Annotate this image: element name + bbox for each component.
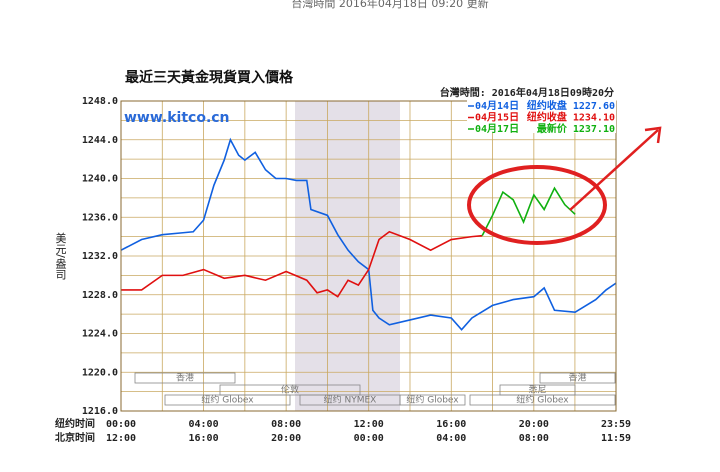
x2-tick-label: 12:00: [106, 433, 136, 444]
x2-tick-label: 20:00: [271, 433, 301, 444]
x2-axis-label: 北京时间: [55, 431, 95, 444]
series-line: [120, 137, 617, 331]
x-axis-label: 纽约时间: [55, 417, 95, 430]
y-tick-label: 1236.0: [82, 212, 118, 223]
session-label: 香港: [176, 372, 194, 384]
x-tick-label: 04:00: [189, 419, 219, 430]
x-tick-label: 00:00: [106, 419, 136, 430]
y-axis-label: 美元/盎司: [54, 232, 67, 280]
session-label: 悉尼: [528, 384, 546, 396]
y-tick-label: 1232.0: [82, 251, 118, 262]
y-tick-label: 1220.0: [82, 367, 118, 378]
series-line: [121, 230, 483, 298]
x2-tick-label: 16:00: [189, 433, 219, 444]
x-tick-label: 08:00: [271, 419, 301, 430]
y-tick-label: 1240.0: [82, 174, 118, 185]
watermark: www.kitco.cn: [124, 110, 230, 126]
legend-note: 最新价 1237.10: [537, 122, 615, 135]
arrow-shaft: [569, 129, 659, 211]
x-tick-label: 20:00: [519, 419, 549, 430]
y-tick-label: 1248.0: [82, 96, 118, 107]
timestamp: 台灣時間: 2016年04月18日09時20分: [440, 86, 614, 99]
plot-frame: [120, 100, 617, 412]
legend-note: 纽约收盘 1227.60: [527, 99, 615, 112]
legend-note: 纽约收盘 1234.10: [527, 111, 615, 124]
x-tick-label: 23:59: [601, 419, 631, 430]
session-bar: [134, 372, 236, 384]
x-tick-label: 16:00: [436, 419, 466, 430]
session-label: 纽约 Globex: [201, 394, 254, 406]
session-label: 香港: [568, 372, 586, 384]
x2-tick-label: 11:59: [601, 433, 631, 444]
chart-title: 最近三天黃金現貨買入價格: [125, 69, 294, 86]
legend-name: 04月14日: [475, 100, 519, 112]
update-caption: 台灣時間 2016年04月18日 09:20 更新: [291, 0, 488, 10]
x2-tick-label: 08:00: [519, 433, 549, 444]
legend: 04月14日 纽约收盘 1227.60 04月15日 纽约收盘 1234.10 04月1…: [468, 99, 615, 135]
legend-name: 04月17日: [475, 123, 519, 135]
x2-tick-label: 04:00: [436, 433, 466, 444]
session-bar: [399, 394, 466, 406]
y-tick-label: 1228.0: [82, 290, 118, 301]
session-label: 纽约 Globex: [406, 394, 459, 406]
session-label: 伦敦: [281, 384, 299, 396]
x-tick-label: 12:00: [354, 419, 384, 430]
session-bar: [539, 372, 616, 384]
session-bar: [469, 394, 616, 406]
y-tick-label: 1224.0: [82, 329, 118, 340]
y-tick-label: 1244.0: [82, 135, 118, 146]
legend-box: [467, 99, 616, 133]
y-tick-label: 1216.0: [82, 406, 118, 417]
legend-name: 04月15日: [475, 112, 519, 124]
arrow-head: [644, 126, 662, 144]
session-bar: [164, 394, 291, 406]
highlight-ellipse: [467, 165, 607, 245]
series-line: [481, 186, 576, 237]
x2-tick-label: 00:00: [354, 433, 384, 444]
session-label: 纽约 NYMEX: [324, 394, 377, 406]
lines: [120, 137, 617, 331]
session-label: 纽约 Globex: [516, 394, 569, 406]
